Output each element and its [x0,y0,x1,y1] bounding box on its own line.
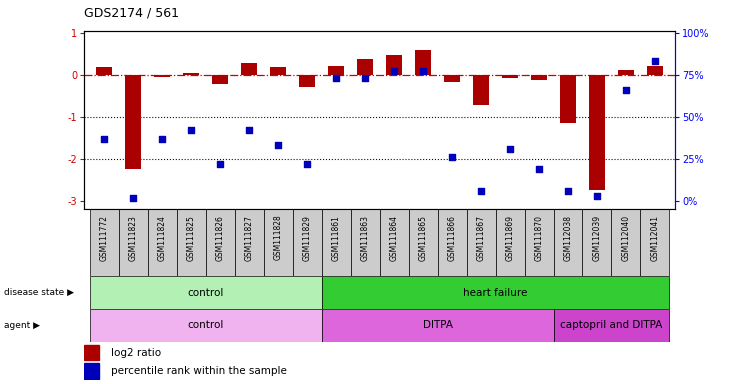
Bar [299,75,315,88]
Text: GSM111866: GSM111866 [447,215,456,261]
Text: GSM111863: GSM111863 [361,215,369,261]
Text: GSM111865: GSM111865 [418,215,428,261]
Bar [90,276,322,309]
Text: GSM111823: GSM111823 [128,215,138,260]
Text: control: control [188,320,224,331]
Text: log2 ratio: log2 ratio [110,348,161,358]
Point [301,161,313,167]
Bar [386,55,402,75]
Bar [415,50,431,75]
Text: GSM111864: GSM111864 [390,215,399,261]
Point [649,58,661,65]
Point [475,188,487,194]
Bar [183,73,199,75]
Bar [640,209,669,276]
Bar [234,209,264,276]
Point [243,127,255,133]
Bar [496,209,525,276]
Point [620,87,632,93]
Point [99,136,110,142]
Bar [409,209,437,276]
Bar [618,70,634,75]
Bar [126,75,141,169]
Bar [647,66,663,75]
Bar [466,209,496,276]
Point [272,142,284,149]
Text: GSM111829: GSM111829 [303,215,312,260]
Bar [90,309,322,342]
Bar [328,66,344,75]
Bar [206,209,234,276]
Point [446,154,458,160]
Bar [502,75,518,78]
Text: heart failure: heart failure [464,288,528,298]
Text: GDS2174 / 561: GDS2174 / 561 [84,6,179,19]
Text: GSM111824: GSM111824 [158,215,166,260]
Bar [322,209,350,276]
Text: GSM111828: GSM111828 [274,215,283,260]
Bar [270,67,286,75]
Text: control: control [188,288,224,298]
Bar [177,209,206,276]
Bar [322,276,669,309]
Text: GSM111772: GSM111772 [100,215,109,261]
Point [533,166,545,172]
Bar [212,75,228,84]
Text: GSM112038: GSM112038 [564,215,572,261]
Point [418,68,429,74]
Text: GSM111827: GSM111827 [245,215,253,260]
Point [591,193,603,199]
Bar [84,363,99,379]
Bar [147,209,177,276]
Bar [357,59,373,75]
Bar [444,75,460,83]
Bar [553,309,669,342]
Bar [264,209,293,276]
Bar [84,345,99,360]
Point [330,75,342,81]
Bar [560,75,576,123]
Bar [322,309,553,342]
Bar [90,209,119,276]
Text: GSM111826: GSM111826 [215,215,225,260]
Bar [583,209,612,276]
Point [185,127,197,133]
Text: GSM112040: GSM112040 [621,215,631,261]
Bar [380,209,409,276]
Text: DITPA: DITPA [423,320,453,331]
Point [215,161,226,167]
Point [388,68,400,74]
Bar [437,209,466,276]
Point [128,194,139,200]
Text: GSM111869: GSM111869 [506,215,515,261]
Point [156,136,168,142]
Point [359,75,371,81]
Text: GSM112039: GSM112039 [593,215,602,261]
Text: disease state ▶: disease state ▶ [4,288,74,297]
Text: percentile rank within the sample: percentile rank within the sample [110,366,286,376]
Point [562,188,574,194]
Text: captopril and DITPA: captopril and DITPA [561,320,663,331]
Bar [589,75,605,190]
Text: GSM111825: GSM111825 [187,215,196,260]
Bar [473,75,489,105]
Text: agent ▶: agent ▶ [4,321,39,330]
Text: GSM111870: GSM111870 [534,215,544,261]
Text: GSM111867: GSM111867 [477,215,485,261]
Bar [525,209,553,276]
Bar [612,209,640,276]
Bar [553,209,583,276]
Bar [119,209,147,276]
Bar [531,75,547,80]
Text: GSM112041: GSM112041 [650,215,659,261]
Text: GSM111861: GSM111861 [331,215,341,260]
Bar [96,67,112,75]
Bar [154,75,170,77]
Point [504,146,516,152]
Bar [293,209,322,276]
Bar [350,209,380,276]
Bar [241,63,257,75]
